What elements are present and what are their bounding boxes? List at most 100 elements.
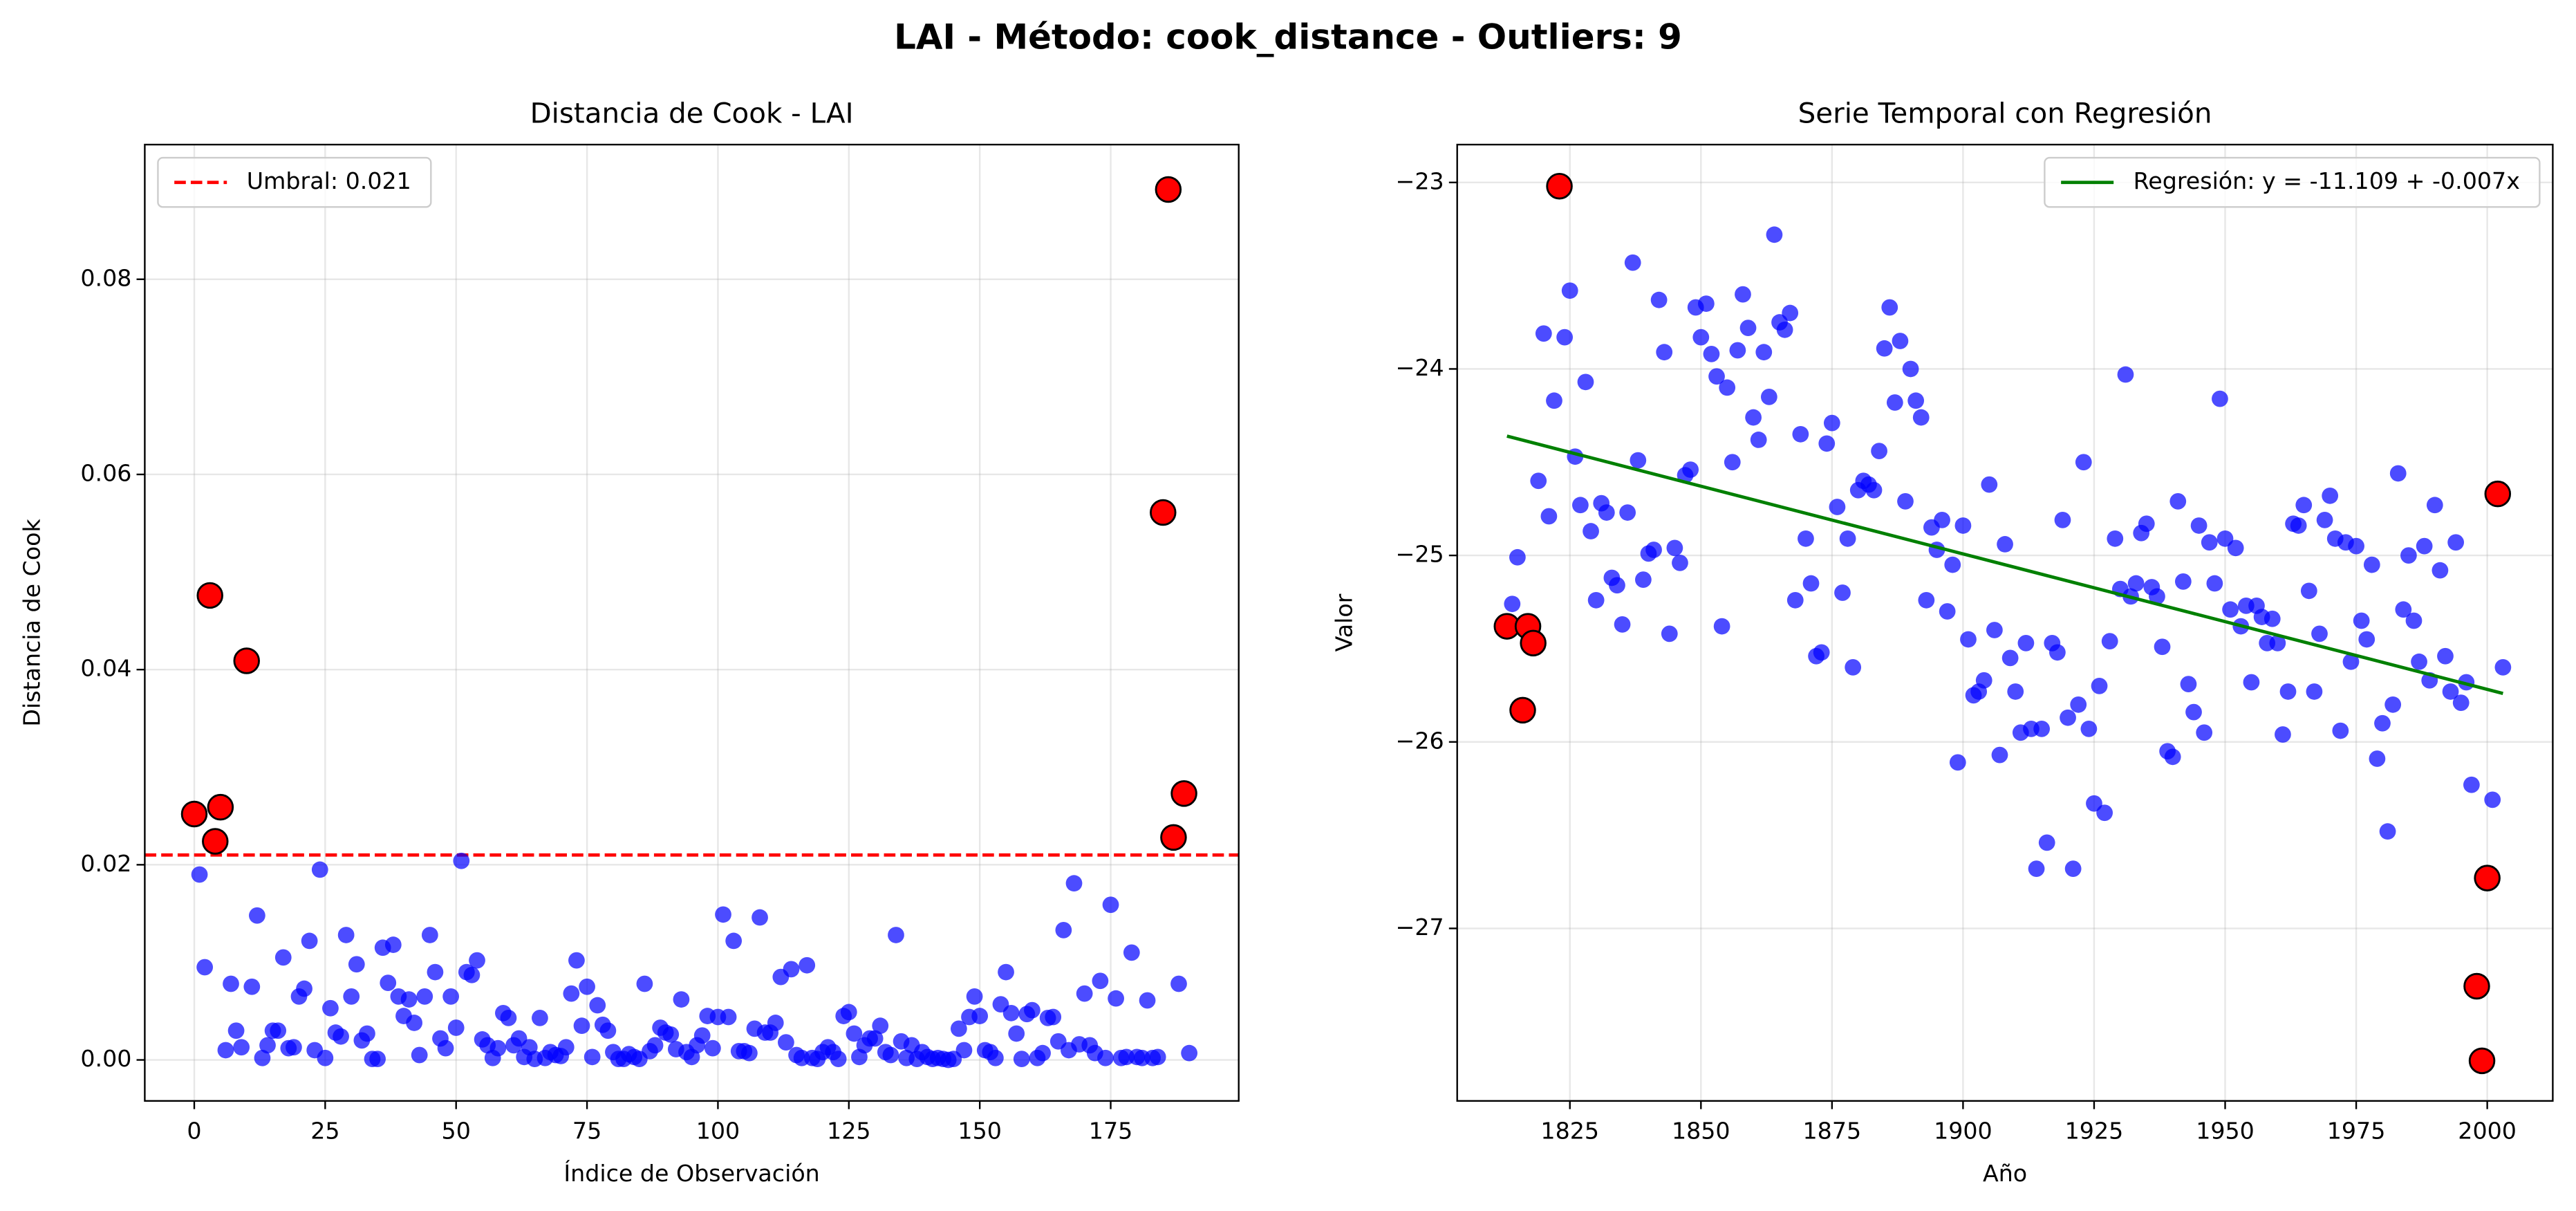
- data-point: [2384, 696, 2402, 713]
- data-point: [1682, 461, 1699, 478]
- data-point: [1975, 672, 1992, 689]
- data-point: [2180, 676, 2197, 693]
- data-point: [1813, 644, 1830, 661]
- data-point: [1934, 511, 1950, 528]
- y-axis-label: Valor: [1331, 593, 1358, 651]
- data-point: [2206, 575, 2223, 592]
- data-point: [421, 927, 438, 943]
- data-point: [2070, 696, 2087, 713]
- data-point: [840, 1004, 857, 1021]
- data-point: [1170, 975, 1187, 992]
- data-point: [1745, 409, 1762, 426]
- data-point: [1609, 577, 1625, 594]
- data-point: [1561, 282, 1578, 299]
- x-tick-label: 175: [1089, 1117, 1132, 1144]
- data-point: [1013, 1051, 1030, 1068]
- data-point: [882, 1046, 899, 1064]
- data-point: [673, 991, 690, 1008]
- y-tick-label: −27: [1396, 914, 1444, 941]
- data-point: [2127, 575, 2145, 592]
- data-point: [987, 1049, 1004, 1066]
- data-point: [2028, 860, 2045, 877]
- data-point: [584, 1048, 601, 1066]
- data-point: [1818, 435, 1836, 452]
- x-axis-label: Año: [1983, 1160, 2027, 1187]
- data-point: [489, 1039, 507, 1057]
- data-point: [223, 975, 239, 992]
- data-point: [2358, 631, 2376, 648]
- data-point: [463, 966, 480, 983]
- data-point: [453, 852, 470, 869]
- x-tick-label: 1900: [1934, 1117, 1992, 1144]
- data-point: [2196, 724, 2213, 741]
- data-point: [589, 997, 606, 1014]
- data-point: [646, 1037, 664, 1054]
- data-point: [2138, 515, 2155, 533]
- data-point: [1912, 409, 1930, 426]
- outlier-point: [1509, 696, 1536, 724]
- data-point: [2279, 683, 2297, 700]
- data-point: [1865, 481, 1883, 499]
- outlier-point: [2474, 865, 2501, 891]
- data-point: [1546, 392, 1562, 409]
- data-point: [2411, 653, 2427, 670]
- data-point: [2400, 547, 2417, 564]
- data-point: [1535, 325, 1552, 342]
- x-tick-label: 0: [187, 1117, 201, 1144]
- data-point: [2117, 366, 2134, 383]
- x-tick-label: 1925: [2065, 1117, 2124, 1144]
- data-point: [783, 961, 800, 978]
- data-point: [1876, 340, 1893, 357]
- y-tick-label: 0.06: [80, 459, 131, 486]
- y-tick-label: −25: [1396, 541, 1444, 568]
- data-point: [2227, 539, 2244, 557]
- data-point: [2091, 677, 2108, 694]
- data-point: [1530, 472, 1547, 490]
- data-point: [2064, 860, 2082, 877]
- data-point: [343, 988, 360, 1005]
- data-point: [799, 956, 816, 974]
- data-point: [1829, 499, 1846, 515]
- outlier-point: [1520, 629, 1547, 657]
- legend-label: Regresión: y = -11.109 + -0.007x: [2134, 167, 2520, 194]
- data-point: [966, 988, 983, 1005]
- outlier-point: [196, 582, 223, 609]
- data-point: [1981, 476, 1998, 493]
- data-point: [1954, 517, 1972, 534]
- outlier-point: [2468, 1047, 2496, 1075]
- data-point: [2395, 601, 2412, 618]
- data-point: [1766, 226, 1783, 243]
- data-point: [532, 1010, 548, 1026]
- data-point: [2290, 517, 2307, 534]
- data-point: [2332, 722, 2349, 739]
- x-axis-label: Índice de Observación: [563, 1159, 819, 1187]
- data-point: [2054, 511, 2071, 528]
- data-point: [1034, 1044, 1051, 1062]
- data-point: [2316, 511, 2333, 528]
- data-point: [191, 866, 208, 883]
- data-point: [1692, 329, 1710, 346]
- data-point: [2353, 612, 2370, 629]
- data-point: [557, 1039, 575, 1056]
- outlier-point: [180, 800, 208, 828]
- data-point: [2190, 517, 2208, 534]
- data-point: [1092, 972, 1109, 990]
- data-point: [2038, 834, 2055, 851]
- data-point: [2416, 537, 2433, 555]
- data-point: [243, 978, 261, 995]
- data-point: [311, 861, 328, 878]
- y-tick-label: −23: [1396, 167, 1444, 194]
- data-point: [411, 1046, 428, 1064]
- x-tick-label: 125: [827, 1117, 870, 1144]
- data-point: [2212, 390, 2228, 407]
- x-tick-label: 1875: [1803, 1117, 1862, 1144]
- data-point: [2494, 659, 2512, 676]
- data-point: [196, 959, 214, 976]
- data-point: [1509, 548, 1526, 566]
- data-point: [416, 988, 433, 1005]
- data-point: [2033, 720, 2051, 737]
- data-point: [380, 974, 397, 991]
- data-point: [1944, 556, 1961, 573]
- data-point: [1708, 368, 1725, 385]
- x-tick-label: 100: [696, 1117, 740, 1144]
